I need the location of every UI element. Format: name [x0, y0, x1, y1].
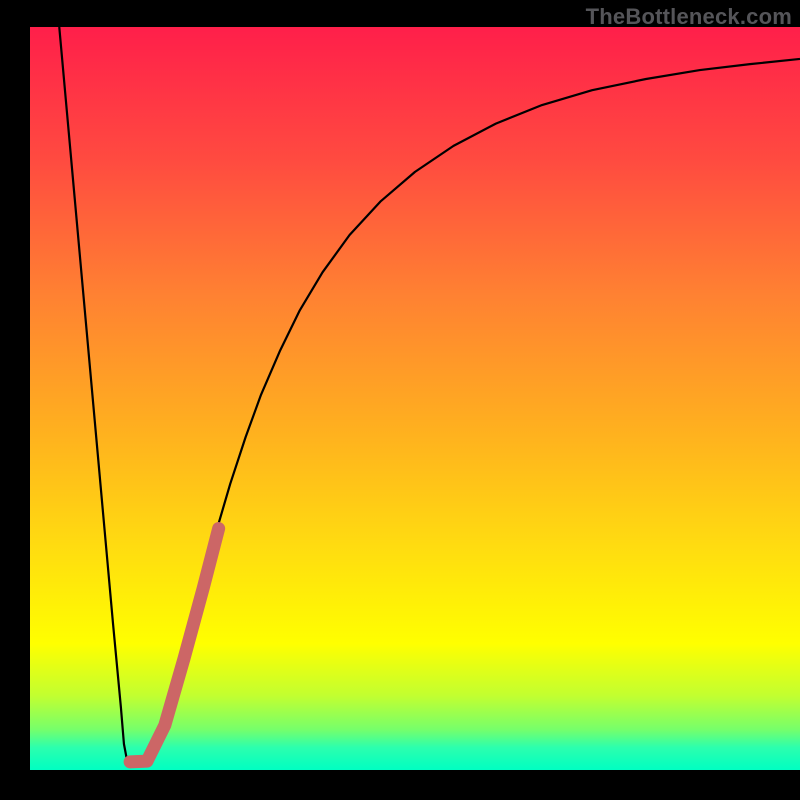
bottleneck-chart [0, 0, 800, 800]
watermark-text: TheBottleneck.com [586, 4, 792, 30]
chart-background [30, 27, 800, 770]
